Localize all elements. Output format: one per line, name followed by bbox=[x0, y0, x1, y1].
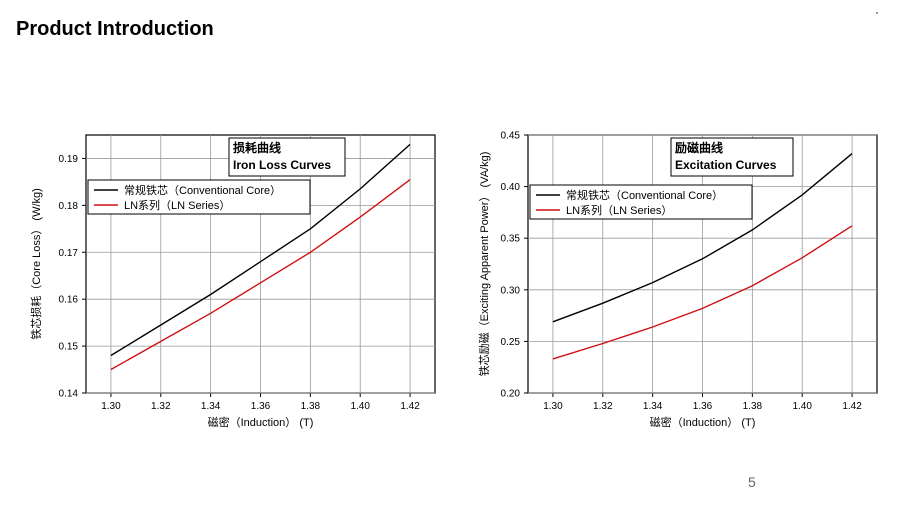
x-axis-label: 磁密（Induction） (T) bbox=[650, 415, 756, 429]
chart-title-box bbox=[228, 137, 346, 177]
y-axis-label: 铁芯损耗（Core Loss） (W/kg) bbox=[29, 188, 43, 340]
x-tick-label: 1.36 bbox=[693, 401, 713, 412]
legend-label-1: LN系列（LN Series） bbox=[124, 198, 230, 212]
chart-title-cn: 励磁曲线 bbox=[675, 140, 723, 155]
series-line-0 bbox=[552, 153, 853, 323]
legend-box bbox=[529, 184, 753, 220]
x-tick-label: 1.36 bbox=[251, 401, 271, 412]
legend-label-0: 常规铁芯（Conventional Core） bbox=[124, 183, 281, 197]
slide-title: Product Introduction bbox=[16, 18, 214, 40]
x-tick-label: 1.34 bbox=[643, 401, 663, 412]
series-line-0 bbox=[110, 143, 411, 357]
y-tick-label: 0.15 bbox=[59, 342, 79, 353]
y-tick-label: 0.45 bbox=[501, 131, 521, 142]
x-tick-label: 1.42 bbox=[400, 401, 420, 412]
chart-title-cn: 损耗曲线 bbox=[233, 140, 281, 155]
y-tick-label: 0.40 bbox=[501, 182, 521, 193]
x-tick-label: 1.30 bbox=[543, 401, 563, 412]
x-tick-label: 1.32 bbox=[593, 401, 613, 412]
page-number: 5 bbox=[748, 474, 756, 490]
decorative-dot bbox=[876, 12, 878, 14]
legend-label-1: LN系列（LN Series） bbox=[566, 203, 672, 217]
x-tick-label: 1.42 bbox=[842, 401, 862, 412]
x-tick-label: 1.40 bbox=[350, 401, 370, 412]
chart-title: Excitation Curves bbox=[675, 158, 777, 172]
x-tick-label: 1.30 bbox=[101, 401, 121, 412]
series-line-1 bbox=[110, 179, 411, 371]
x-tick-label: 1.34 bbox=[201, 401, 221, 412]
y-tick-label: 0.16 bbox=[59, 295, 79, 306]
y-tick-label: 0.25 bbox=[501, 337, 521, 348]
x-tick-label: 1.40 bbox=[792, 401, 812, 412]
y-tick-label: 0.18 bbox=[59, 201, 79, 212]
y-axis-label: 铁芯励磁（Exciting Apparent Power） (VA/kg) bbox=[477, 152, 491, 377]
x-tick-label: 1.38 bbox=[301, 401, 321, 412]
y-tick-label: 0.17 bbox=[59, 248, 79, 259]
series-line-1 bbox=[552, 225, 853, 360]
x-tick-label: 1.38 bbox=[743, 401, 763, 412]
chart-title-box bbox=[670, 137, 794, 177]
legend-label-0: 常规铁芯（Conventional Core） bbox=[566, 188, 723, 202]
legend-box bbox=[87, 179, 311, 215]
y-tick-label: 0.35 bbox=[501, 234, 521, 245]
x-tick-label: 1.32 bbox=[151, 401, 171, 412]
chart-title: Iron Loss Curves bbox=[233, 158, 331, 172]
y-tick-label: 0.19 bbox=[59, 154, 79, 165]
y-tick-label: 0.14 bbox=[59, 389, 79, 400]
y-tick-label: 0.30 bbox=[501, 285, 521, 296]
y-tick-label: 0.20 bbox=[501, 389, 521, 400]
x-axis-label: 磁密（Induction） (T) bbox=[208, 415, 314, 429]
